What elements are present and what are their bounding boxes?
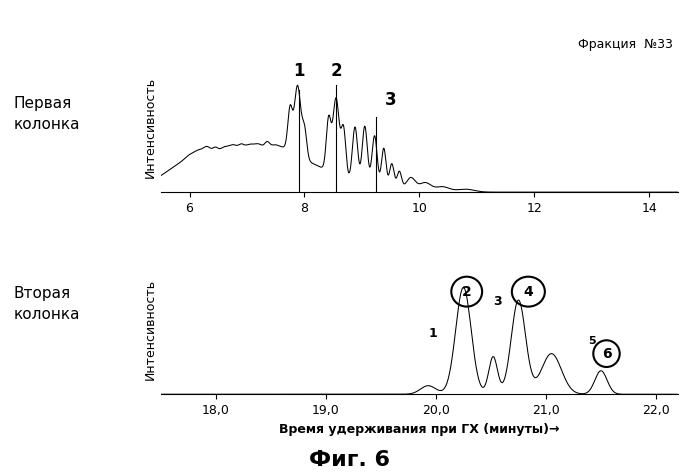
Text: 6: 6 [602,347,612,361]
Text: Фиг. 6: Фиг. 6 [309,450,390,470]
Text: Первая
колонка: Первая колонка [14,96,80,132]
Text: 1: 1 [293,62,305,80]
X-axis label: Время удерживания при ГХ (минуты)→: Время удерживания при ГХ (минуты)→ [279,423,560,436]
Text: 5: 5 [589,336,596,346]
Text: Вторая
колонка: Вторая колонка [14,286,80,322]
Text: 3: 3 [493,295,502,308]
Text: 4: 4 [524,285,533,299]
Y-axis label: Интенсивность: Интенсивность [143,278,157,380]
Text: 1: 1 [428,327,437,340]
Y-axis label: Интенсивность: Интенсивность [143,76,157,178]
Text: 2: 2 [462,285,472,299]
Text: 2: 2 [330,62,342,80]
Text: Фракция  №33: Фракция №33 [578,38,673,51]
Text: 3: 3 [385,91,396,109]
